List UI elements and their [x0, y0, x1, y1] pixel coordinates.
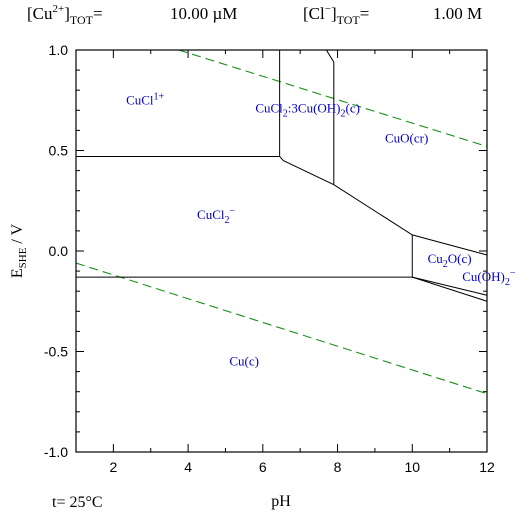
region-label: CuCl1+	[126, 91, 164, 107]
y-tick-label: -0.5	[44, 344, 68, 360]
region-label: CuCl2−	[197, 206, 235, 226]
water-limit-lower	[75, 262, 488, 395]
total-cl-label: [Cl−]TOT=	[303, 3, 370, 27]
y-tick-label: 0.5	[49, 143, 69, 159]
y-tick-label: -1.0	[44, 444, 68, 460]
water-limit-upper	[178, 49, 488, 148]
y-tick-label: 1.0	[49, 42, 69, 58]
axis-ticks: 2 4 6 8 10 12 -1.0 -0.5 0.0 0.5 1.0	[44, 42, 495, 475]
x-axis-label: pH	[271, 493, 291, 510]
temperature-label: t= 25°C	[52, 494, 103, 511]
total-cl-value: 1.00 M	[433, 4, 483, 23]
region-label: Cu2O(c)	[428, 251, 472, 270]
region-label: Cu(OH)2−	[462, 268, 516, 288]
boundary-line	[76, 156, 488, 256]
region-label: CuO(cr)	[385, 130, 428, 145]
x-tick-label: 2	[109, 459, 117, 475]
x-tick-label: 6	[259, 459, 267, 475]
boundary-line	[325, 49, 335, 185]
x-tick-label: 8	[334, 459, 342, 475]
total-cu-label: [Cu2+]TOT=	[27, 3, 103, 27]
y-tick-label: 0.0	[49, 243, 69, 259]
x-tick-label: 4	[184, 459, 192, 475]
boundary-line	[412, 276, 488, 296]
region-labels: CuCl1+ CuCl2:3Cu(OH)2(c) CuO(cr) CuCl2− Cu2O…	[126, 91, 516, 368]
x-tick-label: 12	[479, 459, 495, 475]
region-label: Cu(c)	[229, 354, 259, 369]
chart-lines	[75, 49, 488, 395]
region-label: CuCl2:3Cu(OH)2(c)	[255, 100, 360, 119]
y-axis-label: ESHE / V	[9, 223, 29, 278]
total-cu-value: 10.00 µM	[170, 4, 238, 23]
x-tick-label: 10	[404, 459, 420, 475]
